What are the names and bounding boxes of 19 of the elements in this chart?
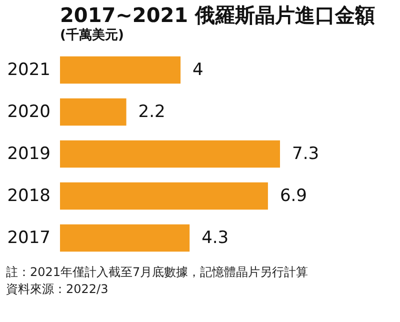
- y-tick-label: 2018: [7, 186, 50, 206]
- data-label: 4.3: [202, 228, 229, 248]
- bar: [60, 182, 268, 210]
- text: 註：2021年僅計入截至7月底數據，記憶體晶片另行計算: [5, 264, 310, 281]
- data-label: 2.2: [138, 102, 166, 122]
- y-tick-label: 2017: [7, 228, 50, 248]
- data-label: 4: [192, 60, 204, 80]
- bar: [60, 98, 126, 126]
- y-tick-label: 2020: [7, 102, 50, 122]
- bar: [60, 224, 190, 252]
- chart-subtitle: (千萬美元): [60, 27, 124, 43]
- bar: [60, 56, 181, 84]
- data-label: 6.9: [280, 186, 307, 206]
- bar: [60, 140, 280, 168]
- y-tick-label: 2021: [7, 60, 50, 80]
- chart-title: 2017~2021 俄羅斯晶片進口金額: [60, 3, 376, 27]
- data-label: 7.3: [292, 144, 320, 164]
- source-note: 資料來源：2022/3: [5, 281, 110, 298]
- y-tick-label: 2019: [7, 144, 50, 164]
